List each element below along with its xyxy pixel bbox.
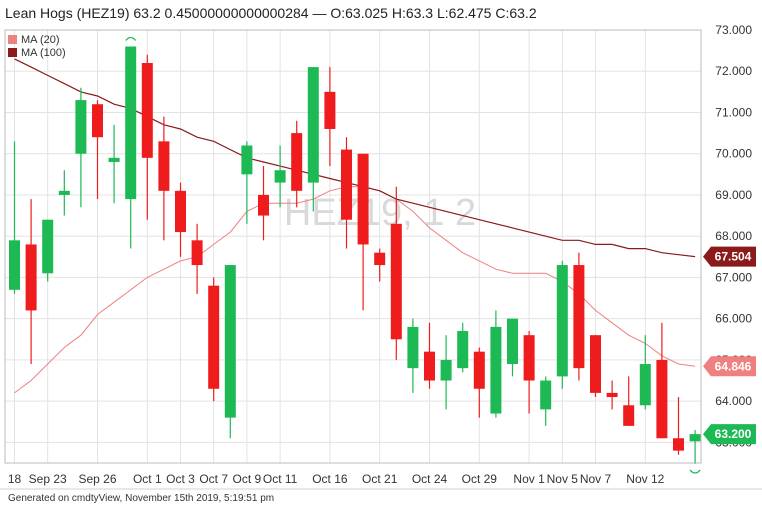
y-tick-label-6: 67.000 [715,270,752,284]
x-tick-label-15: Nov 12 [626,472,664,486]
price-tag-0: 67.504 [703,246,756,267]
candle-body-11 [191,240,203,266]
y-axis-ticks: 73.000 72.000 71.000 70.000 69.000 68.000 67.0… [715,23,752,449]
candle-body-35 [590,335,601,393]
x-tick-label-3: Oct 1 [133,472,162,486]
candle-body-29 [490,326,502,414]
symbol-watermark: HEZ19, 1 2 [284,192,476,234]
candle-body-31 [523,335,535,381]
candle-body-9 [158,141,170,191]
candle-body-41 [689,434,701,442]
y-tick-label-0: 73.000 [715,23,752,37]
y-tick-label-7: 66.000 [715,312,752,326]
candle-body-7 [125,46,137,200]
legend: MA (20) MA (100) [8,33,66,59]
x-axis-ticks: 18 Sep 23 Sep 26 Oct 1 Oct 3 Oct 7 Oct 9 Oct 11… [8,472,665,486]
candle-body-34 [573,265,585,369]
high-marker [125,36,137,41]
candle-body-23 [390,223,402,340]
candle-body-17 [291,133,303,191]
candle-body-25 [424,351,435,381]
candle-body-18 [307,67,319,183]
chart-title: Lean Hogs (HEZ19) 63.2 0.450000000000002… [5,5,537,21]
price-tags: 67.504 64.846 63.200 [703,246,756,445]
extreme-markers [125,36,701,474]
generated-footer: Generated on cmdtyView, November 15th 20… [8,493,275,504]
candle-body-22 [374,252,386,266]
ma100-swatch [8,48,17,57]
y-tick-label-9: 64.000 [715,394,752,408]
candle-body-21 [357,153,369,245]
y-tick-label-5: 68.000 [715,229,752,243]
x-tick-label-10: Oct 24 [412,472,448,486]
candle-body-10 [175,190,186,233]
price-tag-bg-0 [703,246,756,267]
candle-body-3 [58,190,70,195]
candle-body-13 [224,265,236,418]
y-tick-label-4: 69.000 [715,188,752,202]
legend-item-ma100[interactable]: MA (100) [8,46,66,59]
candle-body-38 [639,364,651,406]
candle-body-16 [274,170,286,183]
candle-body-37 [623,405,635,426]
candle-body-4 [75,100,87,154]
legend-label-ma20: MA (20) [21,33,60,46]
x-tick-label-11: Oct 29 [462,472,498,486]
candle-body-28 [473,351,485,389]
x-tick-label-6: Oct 9 [233,472,262,486]
legend-item-ma20[interactable]: MA (20) [8,33,66,46]
candle-body-5 [92,104,103,138]
candle-body-15 [258,194,269,216]
y-tick-label-3: 70.000 [715,147,752,161]
ma20-swatch [8,35,17,44]
candle-body-32 [540,380,552,410]
candle-body-39 [656,359,668,439]
x-tick-label-0: 18 [8,472,22,486]
x-tick-label-13: Nov 5 [547,472,579,486]
price-tag-label-1: 64.846 [715,359,752,373]
candle-body-6 [108,157,120,162]
x-tick-label-8: Oct 16 [312,472,348,486]
x-tick-label-14: Nov 7 [580,472,612,486]
candle-body-26 [440,359,452,381]
plot-border [4,29,702,464]
candle-body-30 [507,318,518,365]
y-tick-label-2: 71.000 [715,105,752,119]
x-tick-label-7: Oct 11 [263,472,298,486]
axes [0,29,762,490]
price-tag-label-0: 67.504 [715,250,752,264]
candle-body-1 [25,244,37,311]
legend-label-ma100: MA (100) [21,46,66,59]
price-tag-bg-1 [703,356,756,377]
candle-body-14 [241,145,253,175]
price-tag-label-2: 63.200 [715,427,752,441]
x-tick-label-2: Sep 26 [78,472,116,486]
price-tag-2: 63.200 [703,424,756,445]
candle-body-40 [673,438,684,451]
low-marker [689,469,701,474]
y-tick-label-1: 72.000 [715,64,752,78]
candle-body-2 [42,219,54,274]
candle-body-36 [606,392,618,398]
price-tag-bg-2 [703,424,756,445]
candle-body-8 [141,62,153,158]
x-tick-label-5: Oct 7 [199,472,228,486]
candle-body-20 [341,149,352,220]
x-tick-label-9: Oct 21 [362,472,398,486]
x-tick-label-4: Oct 3 [166,472,195,486]
candle-body-0 [9,240,20,290]
grid-lines [5,29,701,463]
candle-body-27 [457,331,469,369]
candles [9,46,701,465]
candle-body-12 [208,285,220,389]
candle-body-19 [324,91,336,129]
price-tag-1: 64.846 [703,356,756,377]
x-tick-label-12: Nov 1 [513,472,545,486]
candle-body-33 [556,265,568,377]
candle-body-24 [407,326,419,369]
x-tick-label-1: Sep 23 [29,472,67,486]
